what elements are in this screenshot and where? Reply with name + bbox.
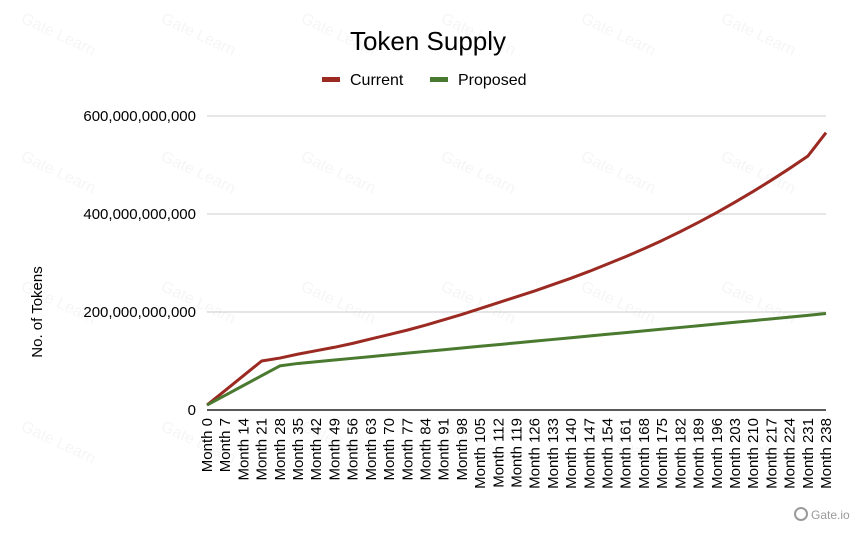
x-tick-label: Month 91 (436, 418, 453, 481)
watermark-text: Gate Learn (578, 10, 658, 59)
x-tick-label: Month 119 (509, 418, 526, 488)
watermark-text: Gate Learn (438, 278, 518, 327)
x-tick-label: Month 203 (727, 418, 744, 489)
watermark-text: Gate Learn (18, 10, 98, 59)
y-tick-label: 200,000,000,000 (83, 304, 196, 321)
x-tick-label: Month 147 (581, 418, 598, 489)
x-tick-label: Month 133 (545, 418, 562, 489)
x-tick-label: Month 210 (745, 418, 762, 489)
x-axis-ticks: Month 0 Month 7 Month 14 Month 21 Month 28 Mo… (199, 418, 835, 489)
x-tick-label: Month 14 (235, 418, 252, 481)
x-tick-label: Month 77 (399, 418, 416, 481)
x-tick-label: Month 63 (363, 418, 380, 481)
x-tick-label: Month 224 (782, 418, 799, 489)
x-tick-label: Month 70 (381, 418, 398, 481)
x-tick-label: Month 84 (417, 418, 434, 481)
x-tick-label: Month 189 (691, 418, 708, 489)
x-tick-label: Month 196 (709, 418, 726, 489)
x-tick-label: Month 231 (800, 418, 817, 489)
chart-legend: Current Proposed (322, 72, 527, 89)
x-tick-label: Month 98 (454, 418, 471, 481)
legend-label-proposed: Proposed (458, 72, 527, 89)
x-tick-label: Month 35 (290, 418, 307, 481)
brand-text: Gate.io (811, 508, 850, 522)
watermark-text: Gate Learn (718, 10, 798, 59)
legend-label-current: Current (350, 72, 404, 89)
watermark-text: Gate Learn (298, 148, 378, 197)
x-tick-label: Month 168 (636, 418, 653, 489)
y-tick-label: 0 (188, 402, 196, 419)
x-tick-label: Month 105 (472, 418, 489, 489)
x-tick-label: Month 175 (654, 418, 671, 489)
y-axis-label: No. of Tokens (29, 266, 46, 357)
watermark-text: Gate Learn (158, 10, 238, 59)
x-tick-label: Month 161 (618, 418, 635, 489)
x-tick-label: Month 21 (254, 418, 271, 481)
gridlines (207, 115, 826, 411)
x-tick-label: Month 217 (763, 418, 780, 489)
legend-swatch-proposed (430, 77, 448, 82)
x-tick-label: Month 56 (345, 418, 362, 481)
x-tick-label: Month 154 (600, 418, 617, 489)
watermark-text: Gate Learn (578, 278, 658, 327)
chart-title: Token Supply (350, 26, 506, 56)
brand-logo: Gate.io (794, 507, 850, 522)
y-tick-label: 400,000,000,000 (83, 206, 196, 223)
legend-swatch-current (322, 77, 340, 82)
watermark-text: Gate Learn (158, 148, 238, 197)
watermark-text: Gate Learn (438, 148, 518, 197)
series-layer (206, 131, 828, 407)
x-tick-label: Month 238 (818, 418, 835, 489)
x-tick-label: Month 49 (326, 418, 343, 481)
x-tick-label: Month 7 (217, 418, 234, 472)
x-tick-label: Month 28 (272, 418, 289, 481)
y-axis-ticks: 0 200,000,000,000 400,000,000,000 600,000,0… (83, 108, 196, 419)
watermark-text: Gate Learn (298, 278, 378, 327)
y-tick-label: 600,000,000,000 (83, 108, 196, 125)
x-tick-label: Month 182 (672, 418, 689, 489)
x-tick-label: Month 42 (308, 418, 325, 481)
gate-logo-icon (794, 507, 808, 521)
x-tick-label: Month 0 (199, 418, 216, 472)
x-tick-label: Month 126 (527, 418, 544, 489)
watermark-text: Gate Learn (578, 148, 658, 197)
series-line-proposed (206, 311, 827, 407)
x-tick-label: Month 140 (563, 418, 580, 489)
watermark-layer: Gate Learn Gate Learn Gate Learn Gate Learn… (18, 10, 798, 467)
x-tick-label: Month 112 (490, 418, 507, 488)
watermark-text: Gate Learn (18, 148, 98, 197)
watermark-text: Gate Learn (18, 418, 98, 467)
